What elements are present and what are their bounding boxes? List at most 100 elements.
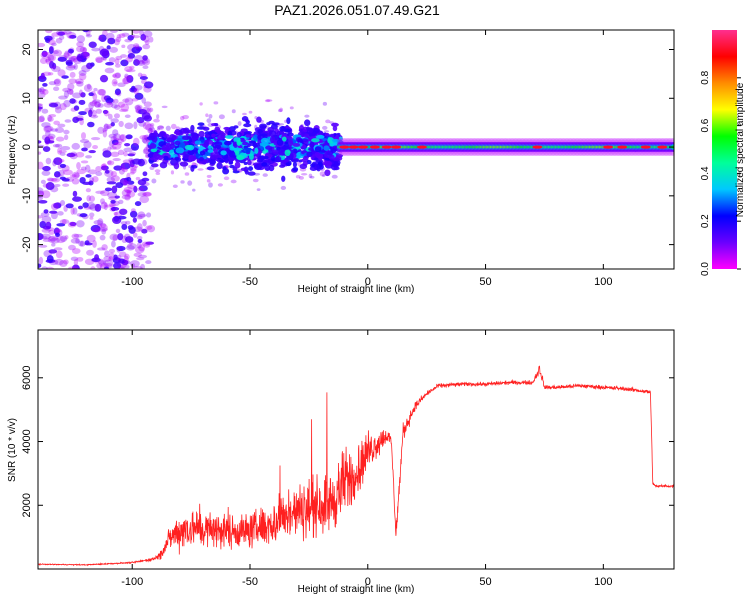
spectrogram-cell [657, 145, 668, 149]
spectrogram-cell [63, 134, 69, 141]
spectrogram-cell [157, 154, 164, 161]
spectrogram-cell [243, 161, 248, 166]
spectrogram-cell [80, 132, 86, 140]
spectrogram-cell [68, 55, 78, 61]
spectrogram-cell [127, 180, 135, 185]
spectrogram-cell [141, 59, 149, 64]
spectrogram-cell [99, 222, 107, 228]
spectrogram-cell [176, 137, 184, 142]
spectrogram-cell [214, 122, 219, 127]
spectrogram-cell [78, 240, 84, 247]
spectrogram-cell [129, 65, 135, 70]
spectrogram-cell [114, 58, 120, 65]
spectrogram-x-tick-label: -100 [121, 276, 143, 288]
spectrogram-cell [89, 203, 100, 211]
spectrogram-cell [70, 207, 75, 215]
spectrogram-cell [118, 258, 126, 264]
spectrogram-cell [99, 48, 110, 57]
spectrogram-cell [45, 266, 55, 269]
spectrogram-cell [323, 145, 330, 151]
spectrogram-cell [70, 256, 79, 262]
spectrogram-cell [76, 161, 81, 170]
snr-y-tick-label: 4000 [21, 429, 33, 453]
spectrogram-cell [241, 116, 249, 122]
spectrogram-cell [324, 169, 331, 177]
spectrogram-cell [65, 61, 73, 66]
spectrogram-cell [71, 142, 81, 150]
spectrogram-y-axis: -20 -10 0 10 20 [21, 43, 674, 253]
spectrogram-cell [133, 165, 139, 169]
spectrogram-cell [38, 234, 43, 241]
spectrogram-cell [180, 180, 185, 184]
spectrogram-cell [145, 225, 153, 230]
spectrogram-cell [113, 262, 122, 269]
spectrogram-cell [45, 58, 50, 63]
spectrogram-cell [114, 195, 120, 199]
spectrogram-cell [70, 174, 77, 178]
spectrogram-cell [103, 123, 113, 129]
spectrogram-cell [131, 30, 141, 34]
spectrogram-cell [192, 188, 196, 192]
spectrogram-cell [256, 188, 261, 191]
spectrogram-cell [129, 210, 138, 218]
spectrogram-cell [38, 87, 42, 93]
spectrogram-cell [118, 120, 124, 128]
spectrogram-cell [132, 217, 137, 223]
spectrogram-cell [40, 52, 49, 59]
spectrogram-cell [63, 259, 69, 265]
spectrogram-cell [73, 258, 79, 267]
spectrogram-cell [112, 72, 121, 79]
spectrogram-cell [110, 30, 118, 33]
spectrogram-y-tick-label: 0 [21, 144, 33, 150]
spectrogram-cell [53, 120, 61, 126]
spectrogram-cell [80, 92, 86, 98]
spectrogram-cell [304, 133, 310, 139]
spectrogram-cell [99, 74, 109, 83]
spectrogram-cell [111, 78, 118, 87]
spectrogram-cell [240, 128, 248, 133]
spectrogram-cell [278, 123, 285, 126]
spectrogram-cell [136, 235, 143, 240]
spectrogram-cell [247, 171, 256, 176]
snr-panel: -100 -50 0 50 100 2000 4000 6000 Height of str… [7, 329, 675, 595]
spectrogram-cell [85, 174, 92, 178]
spectrogram-cell [98, 227, 108, 232]
spectrogram-cell [138, 213, 147, 218]
spectrogram-cell [53, 173, 62, 178]
spectrogram-cell [104, 187, 113, 192]
spectrogram-cell [112, 234, 118, 242]
spectrogram-cell [127, 53, 136, 59]
spectrogram-cell [182, 115, 189, 120]
spectrogram-cell [228, 160, 234, 165]
spectrogram-cell [95, 171, 103, 177]
spectrogram-cell [51, 177, 61, 183]
spectrogram-cell [73, 233, 83, 238]
spectrogram-cell [97, 126, 105, 134]
spectrogram-cell [252, 178, 259, 183]
spectrogram-cell [173, 162, 180, 170]
spectrogram-cell [143, 101, 152, 108]
spectrogram-cell [139, 195, 150, 204]
spectrogram-cell [130, 34, 136, 38]
spectrogram-cell [134, 201, 142, 207]
spectrogram-cell [121, 32, 130, 37]
spectrogram-cell [41, 215, 52, 224]
spectrogram-cell [125, 23, 132, 27]
spectrogram-cell [236, 131, 242, 138]
spectrogram-cell [143, 35, 150, 43]
spectrogram-cell [81, 64, 91, 73]
spectrogram-cell [41, 122, 51, 128]
spectrogram-cell [104, 250, 110, 257]
spectrogram-cell [212, 144, 221, 149]
spectrogram-cell [141, 177, 150, 182]
spectrogram-cell [207, 149, 214, 153]
spectrogram-cell [304, 114, 310, 118]
spectrogram-cell [126, 176, 132, 182]
spectrogram-cell [58, 158, 65, 163]
spectrogram-cell [236, 139, 242, 146]
spectrogram-cell [70, 107, 77, 112]
spectrogram-cell [136, 117, 145, 124]
spectrogram-cell [142, 55, 148, 61]
spectrogram-cell [319, 171, 326, 177]
spectrogram-cell [79, 46, 87, 53]
